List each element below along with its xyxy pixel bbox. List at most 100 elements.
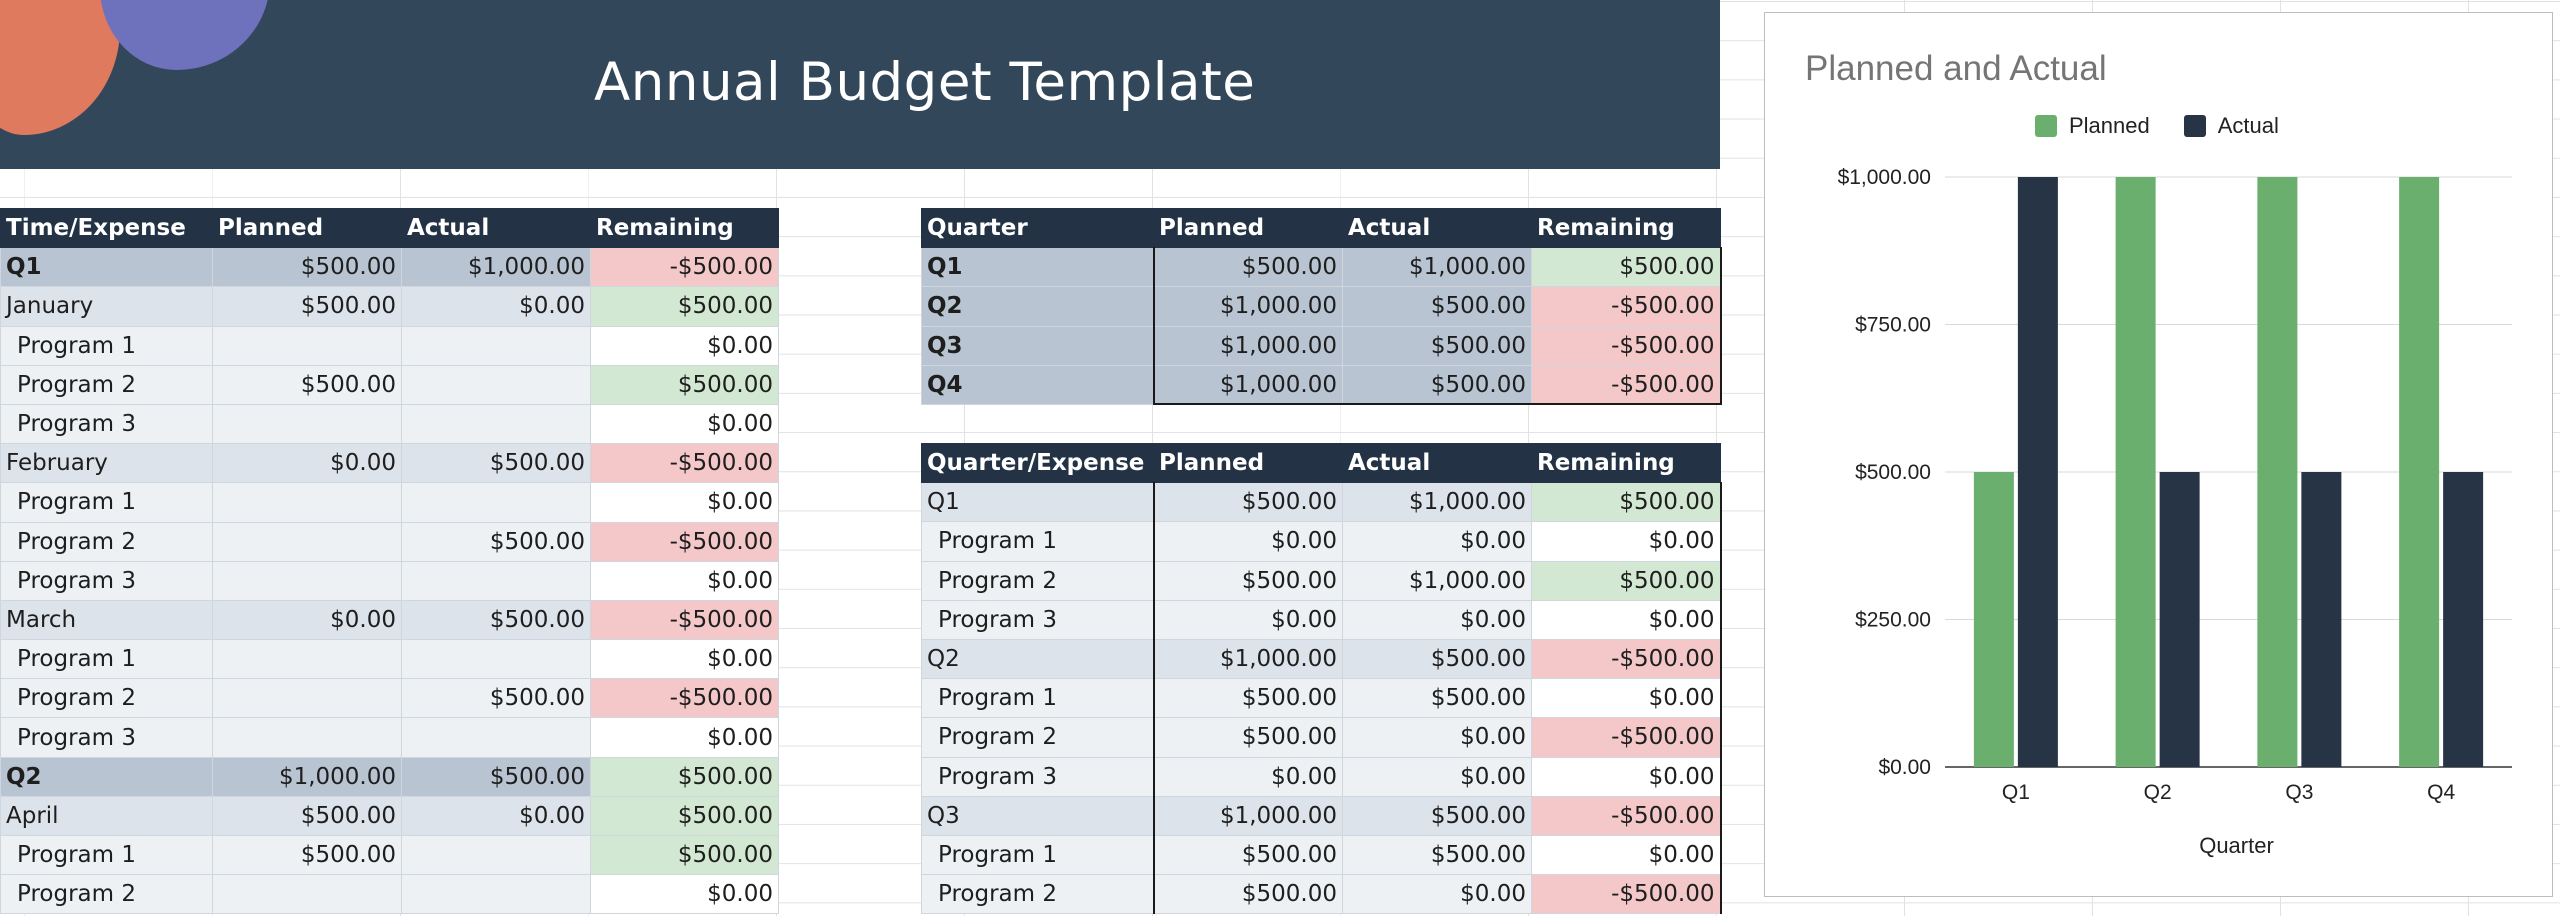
planned-cell[interactable]: $500.00 [212,834,402,876]
planned-cell[interactable]: $500.00 [1152,717,1343,758]
row-label-cell[interactable]: Q1 [921,482,1154,523]
row-label-cell[interactable]: Program 3 [921,756,1154,797]
planned-cell[interactable]: $0.00 [212,443,402,484]
actual-cell[interactable]: $500.00 [401,756,591,797]
planned-cell[interactable] [212,403,402,445]
actual-cell[interactable]: $0.00 [1342,756,1532,797]
column-header[interactable]: Time/Expense [0,207,213,249]
remaining-cell[interactable]: -$500.00 [590,443,779,484]
column-header[interactable]: Remaining [1531,207,1721,249]
remaining-cell[interactable]: -$500.00 [590,599,779,641]
remaining-cell[interactable]: -$500.00 [1531,286,1722,327]
remaining-cell[interactable]: -$500.00 [590,247,779,288]
bar-actual-q4[interactable] [2443,472,2484,767]
planned-cell[interactable]: $500.00 [212,364,402,405]
row-label-cell[interactable]: Program 1 [0,482,213,523]
planned-cell[interactable] [212,678,402,719]
remaining-cell[interactable]: $500.00 [1531,482,1722,523]
bar-actual-q1[interactable] [2017,177,2058,767]
planned-cell[interactable]: $0.00 [1152,521,1343,562]
actual-cell[interactable]: $500.00 [1342,325,1532,366]
row-label-cell[interactable]: Program 1 [921,521,1154,562]
bar-planned-q1[interactable] [1973,472,2014,767]
row-label-cell[interactable]: Program 3 [921,599,1154,640]
actual-cell[interactable] [401,482,591,523]
remaining-cell[interactable]: $0.00 [590,560,779,601]
actual-cell[interactable]: $0.00 [1342,717,1532,758]
row-label-cell[interactable]: Program 2 [0,364,213,405]
remaining-cell[interactable]: $0.00 [590,482,779,523]
column-header[interactable]: Planned [212,207,402,249]
row-label-cell[interactable]: Program 1 [0,639,213,680]
remaining-cell[interactable]: -$500.00 [1531,325,1722,366]
actual-cell[interactable]: $500.00 [1342,795,1532,836]
planned-cell[interactable]: $1,000.00 [1152,795,1343,836]
actual-cell[interactable]: $500.00 [401,521,591,562]
remaining-cell[interactable]: $0.00 [1531,834,1722,876]
remaining-cell[interactable]: -$500.00 [1531,795,1722,836]
column-header[interactable]: Planned [1153,207,1343,249]
actual-cell[interactable] [401,325,591,366]
remaining-cell[interactable]: -$500.00 [590,521,779,562]
remaining-cell[interactable]: $500.00 [590,364,779,405]
remaining-cell[interactable]: $500.00 [590,286,779,327]
remaining-cell[interactable]: $500.00 [1531,560,1722,601]
planned-cell[interactable]: $500.00 [212,247,402,288]
planned-cell[interactable] [212,639,402,680]
remaining-cell[interactable]: -$500.00 [1531,874,1722,915]
planned-cell[interactable] [212,521,402,562]
actual-cell[interactable]: $500.00 [1342,638,1532,680]
remaining-cell[interactable]: -$500.00 [1531,364,1722,406]
actual-cell[interactable]: $1,000.00 [1342,482,1532,523]
planned-cell[interactable]: $0.00 [1152,756,1343,797]
row-label-cell[interactable]: Program 3 [0,717,213,758]
row-label-cell[interactable]: January [0,286,213,327]
column-header[interactable]: Remaining [590,207,779,249]
quarter-label-cell[interactable]: Q1 [921,247,1154,288]
chart-panel[interactable]: Planned and Actual Planned Actual $0.00 $… [1764,12,2553,897]
bar-planned-q4[interactable] [2399,177,2440,767]
actual-cell[interactable]: $500.00 [1342,364,1532,406]
planned-cell[interactable]: $500.00 [1152,247,1343,288]
planned-cell[interactable]: $1,000.00 [1152,286,1343,327]
planned-cell[interactable]: $500.00 [1152,874,1343,915]
planned-cell[interactable] [212,717,402,758]
actual-cell[interactable]: $1,000.00 [401,247,591,288]
quarter-label-cell[interactable]: Q4 [921,364,1154,405]
actual-cell[interactable]: $500.00 [1342,678,1532,719]
column-header[interactable]: Actual [1342,207,1532,249]
planned-cell[interactable] [212,482,402,523]
planned-cell[interactable] [212,560,402,601]
remaining-cell[interactable]: $500.00 [590,795,779,837]
planned-cell[interactable]: $1,000.00 [1152,325,1343,366]
remaining-cell[interactable]: $500.00 [1531,247,1722,288]
actual-cell[interactable] [401,874,591,915]
planned-cell[interactable]: $500.00 [1152,834,1343,876]
row-label-cell[interactable]: Q1 [0,247,213,288]
remaining-cell[interactable]: -$500.00 [1531,717,1722,758]
row-label-cell[interactable]: Program 2 [0,678,213,719]
row-label-cell[interactable]: Q2 [0,756,213,797]
actual-cell[interactable]: $500.00 [1342,286,1532,327]
actual-cell[interactable] [401,834,591,876]
row-label-cell[interactable]: Program 3 [0,560,213,601]
planned-cell[interactable] [212,874,402,915]
row-label-cell[interactable]: Program 1 [0,325,213,366]
planned-cell[interactable]: $0.00 [1152,599,1343,640]
actual-cell[interactable]: $500.00 [1342,834,1532,876]
row-label-cell[interactable]: Program 1 [0,834,213,876]
actual-cell[interactable] [401,403,591,445]
column-header[interactable]: Quarter [921,207,1154,249]
actual-cell[interactable]: $0.00 [1342,599,1532,640]
column-header[interactable]: Planned [1153,442,1343,484]
quarter-label-cell[interactable]: Q2 [921,286,1154,327]
column-header[interactable]: Actual [401,207,591,249]
remaining-cell[interactable]: $0.00 [1531,678,1722,719]
actual-cell[interactable]: $1,000.00 [1342,560,1532,601]
row-label-cell[interactable]: Program 2 [921,560,1154,601]
actual-cell[interactable]: $500.00 [401,678,591,719]
remaining-cell[interactable]: $0.00 [1531,599,1722,640]
quarter-label-cell[interactable]: Q3 [921,325,1154,366]
row-label-cell[interactable]: February [0,443,213,484]
bar-planned-q2[interactable] [2115,177,2156,767]
